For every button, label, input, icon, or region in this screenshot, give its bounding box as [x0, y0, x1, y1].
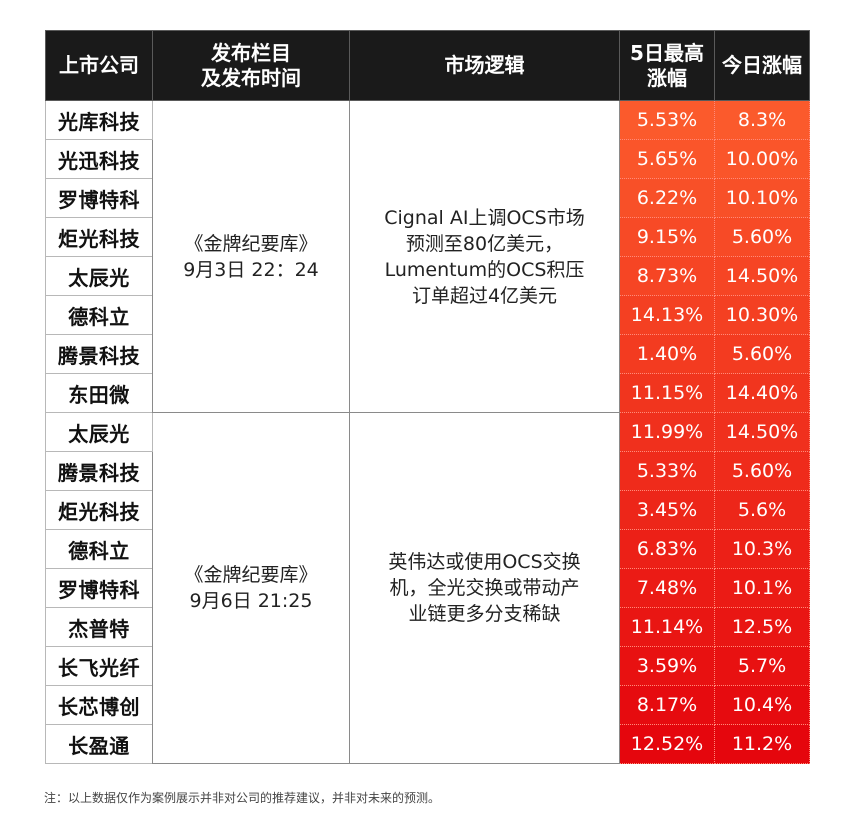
header-company: 上市公司 — [45, 30, 153, 101]
source-cell: 《金牌纪要库》 9月6日 21:25 — [152, 412, 350, 764]
company-name: 德科立 — [45, 529, 153, 569]
five-day-high-gain: 11.14% — [619, 607, 715, 647]
table-row: 光库科技《金牌纪要库》 9月3日 22：24 Cignal AI上调OCS市场 预测至… — [45, 100, 810, 413]
footnote: 注：以上数据仅作为案例展示并非对公司的推荐建议，并非对未来的预测。 — [44, 791, 441, 805]
table-row: 太辰光 8.73% 14.50% — [45, 256, 810, 296]
five-day-high-gain: 8.17% — [619, 685, 715, 725]
company-name: 光迅科技 — [45, 139, 153, 179]
table-row: 炬光科技 9.15% 5.60% — [45, 217, 810, 257]
table-row: 罗博特科 6.22% 10.10% — [45, 178, 810, 218]
table-row: 杰普特 11.14% 12.5% — [45, 607, 810, 647]
today-gain: 5.6% — [714, 490, 810, 530]
company-name: 罗博特科 — [45, 568, 153, 608]
table-row: 太辰光《金牌纪要库》 9月6日 21:25 英伟达或使用OCS交换 机，全光交换或带动… — [45, 412, 810, 764]
header-source-line2: 及发布时间 — [201, 65, 301, 90]
company-name: 长芯博创 — [45, 685, 153, 725]
five-day-high-gain: 6.22% — [619, 178, 715, 218]
five-day-high-gain: 9.15% — [619, 217, 715, 257]
table-row: 长盈通 12.52% 11.2% — [45, 724, 810, 764]
five-day-high-gain: 5.33% — [619, 451, 715, 491]
today-gain: 8.3% — [714, 100, 810, 140]
table-row: 德科立 6.83% 10.3% — [45, 529, 810, 569]
five-day-high-gain: 8.73% — [619, 256, 715, 296]
table-body: 光库科技《金牌纪要库》 9月3日 22：24 Cignal AI上调OCS市场 预测至… — [45, 100, 810, 764]
today-gain: 5.7% — [714, 646, 810, 686]
today-gain: 14.50% — [714, 256, 810, 296]
company-name: 炬光科技 — [45, 217, 153, 257]
five-day-high-gain: 11.15% — [619, 373, 715, 413]
five-day-high-gain: 11.99% — [619, 412, 715, 452]
company-name: 杰普特 — [45, 607, 153, 647]
table-row: 长芯博创 8.17% 10.4% — [45, 685, 810, 725]
market-logic-line: Lumentum的OCS积压 — [384, 258, 585, 281]
company-name: 德科立 — [45, 295, 153, 335]
five-day-high-gain: 5.53% — [619, 100, 715, 140]
today-gain: 10.3% — [714, 529, 810, 569]
five-day-high-gain: 12.52% — [619, 724, 715, 764]
source-cell: 《金牌纪要库》 9月3日 22：24 — [152, 100, 350, 413]
today-gain: 10.30% — [714, 295, 810, 335]
header-high: 5日最高 涨幅 — [619, 30, 715, 101]
five-day-high-gain: 3.59% — [619, 646, 715, 686]
today-gain: 5.60% — [714, 217, 810, 257]
market-logic-line: Cignal AI上调OCS市场 — [384, 206, 585, 229]
table-row: 罗博特科 7.48% 10.1% — [45, 568, 810, 608]
today-gain: 12.5% — [714, 607, 810, 647]
five-day-high-gain: 6.83% — [619, 529, 715, 569]
company-name: 罗博特科 — [45, 178, 153, 218]
five-day-high-gain: 7.48% — [619, 568, 715, 608]
source-name: 《金牌纪要库》 — [184, 232, 318, 255]
source-time: 9月3日 22：24 — [183, 258, 319, 281]
today-gain: 5.60% — [714, 451, 810, 491]
today-gain: 5.60% — [714, 334, 810, 374]
today-gain: 10.1% — [714, 568, 810, 608]
company-name: 腾景科技 — [45, 334, 153, 374]
stock-table: 上市公司 发布栏目 及发布时间 市场逻辑 5日最高 涨幅 今日涨幅 光库科技 《金… — [45, 30, 810, 764]
company-name: 腾景科技 — [45, 451, 153, 491]
today-gain: 14.50% — [714, 412, 810, 452]
source-time: 9月6日 21:25 — [189, 590, 313, 612]
header-logic: 市场逻辑 — [349, 30, 620, 101]
header-source-line1: 发布栏目 — [211, 40, 291, 65]
today-gain: 11.2% — [714, 724, 810, 764]
today-gain: 10.4% — [714, 685, 810, 725]
five-day-high-gain: 3.45% — [619, 490, 715, 530]
five-day-high-gain: 1.40% — [619, 334, 715, 374]
five-day-high-gain: 14.13% — [619, 295, 715, 335]
table-row: 德科立 14.13% 10.30% — [45, 295, 810, 335]
market-logic-line: 业链更多分支稀缺 — [408, 603, 561, 625]
five-day-high-gain: 5.65% — [619, 139, 715, 179]
table-row: 炬光科技 3.45% 5.6% — [45, 490, 810, 530]
company-name: 长飞光纤 — [45, 646, 153, 686]
market-logic-cell: 英伟达或使用OCS交换 机，全光交换或带动产 业链更多分支稀缺 — [349, 412, 620, 764]
market-logic-line: 机，全光交换或带动产 — [389, 577, 580, 599]
company-name: 东田微 — [45, 373, 153, 413]
header-source: 发布栏目 及发布时间 — [152, 30, 350, 101]
company-name: 太辰光 — [45, 256, 153, 296]
market-logic-cell: Cignal AI上调OCS市场 预测至80亿美元， Lumentum的OCS积压订… — [349, 100, 620, 413]
company-name: 长盈通 — [45, 724, 153, 764]
today-gain: 14.40% — [714, 373, 810, 413]
market-logic-line: 订单超过4亿美元 — [411, 284, 558, 307]
header-row: 上市公司 发布栏目 及发布时间 市场逻辑 5日最高 涨幅 今日涨幅 — [45, 30, 810, 101]
company-name: 光库科技 — [45, 100, 153, 140]
table-row: 东田微 11.15% 14.40% — [45, 373, 810, 413]
today-gain: 10.00% — [714, 139, 810, 179]
market-logic-line: 英伟达或使用OCS交换 — [388, 551, 581, 573]
header-today: 今日涨幅 — [714, 30, 810, 101]
today-gain: 10.10% — [714, 178, 810, 218]
source-name: 《金牌纪要库》 — [184, 564, 318, 586]
company-name: 炬光科技 — [45, 490, 153, 530]
table-row: 光迅科技 5.65% 10.00% — [45, 139, 810, 179]
header-high-line1: 5日最高 — [630, 40, 704, 65]
company-name: 太辰光 — [45, 412, 153, 452]
market-logic-line: 预测至80亿美元， — [405, 232, 564, 255]
header-high-line2: 涨幅 — [647, 65, 687, 90]
